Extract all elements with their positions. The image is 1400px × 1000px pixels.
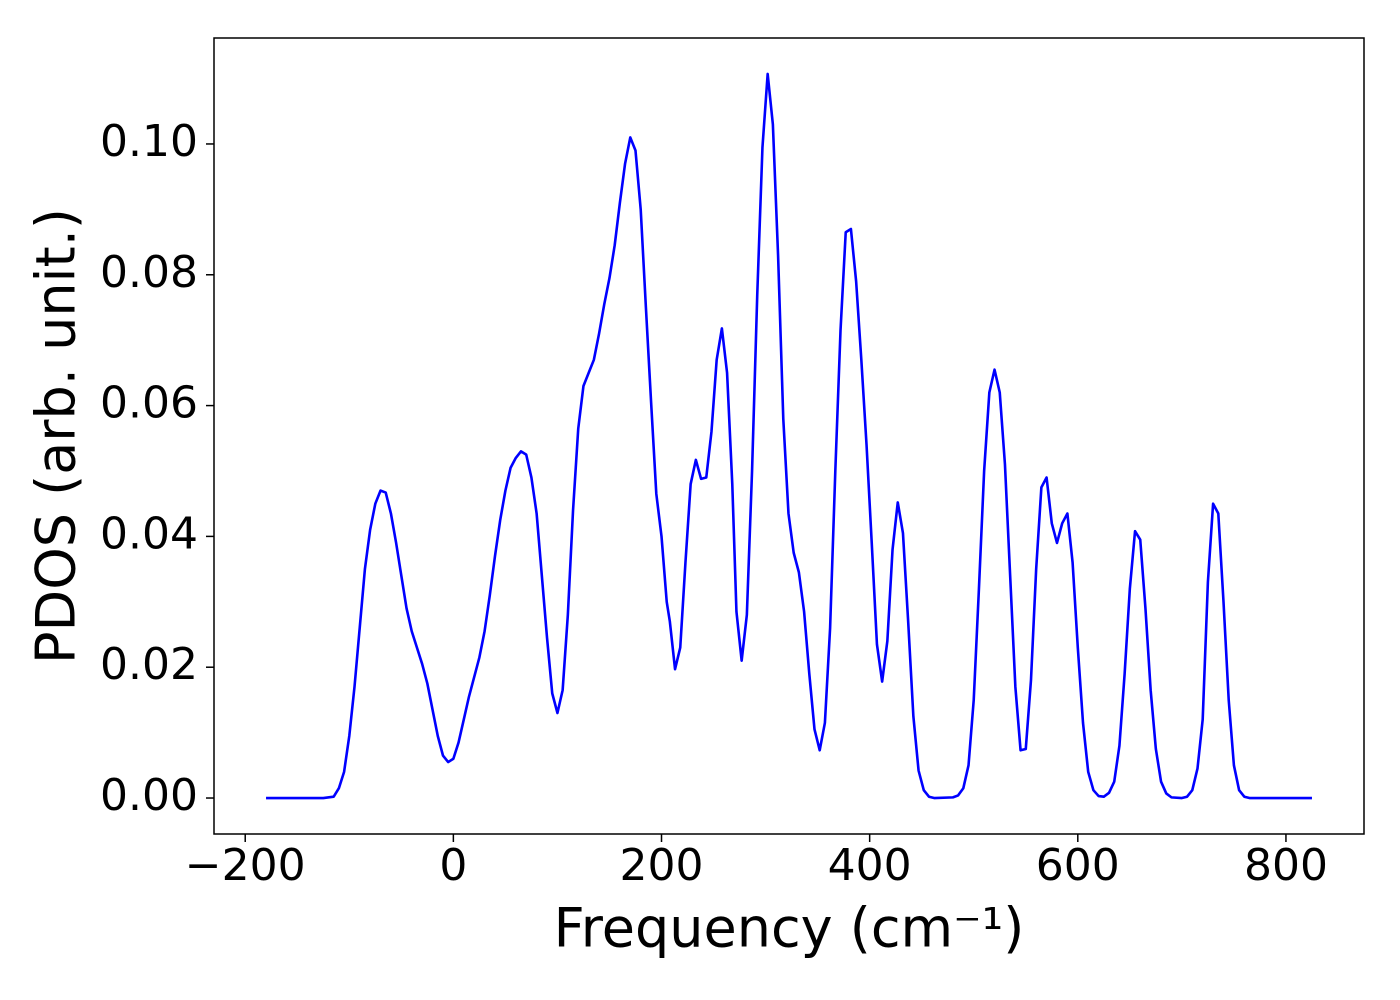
y-tick-label: 0.06	[100, 378, 198, 429]
x-tick-label: −200	[185, 840, 306, 891]
x-tick-label: 0	[439, 840, 467, 891]
y-tick-label: 0.00	[100, 770, 198, 821]
y-axis-label: PDOS (arb. unit.)	[25, 208, 88, 664]
x-axis-label: Frequency (cm⁻¹)	[554, 897, 1025, 960]
y-tick-label: 0.10	[100, 116, 198, 167]
y-tick-label: 0.02	[100, 639, 198, 690]
x-tick-label: 400	[828, 840, 912, 891]
x-tick-label: 600	[1036, 840, 1120, 891]
plot-frame	[213, 37, 1365, 835]
y-tick-label: 0.04	[100, 508, 198, 559]
y-tick-label: 0.08	[100, 247, 198, 298]
x-tick-label: 800	[1244, 840, 1328, 891]
x-tick-label: 200	[620, 840, 704, 891]
pdos-line	[266, 72, 1312, 800]
